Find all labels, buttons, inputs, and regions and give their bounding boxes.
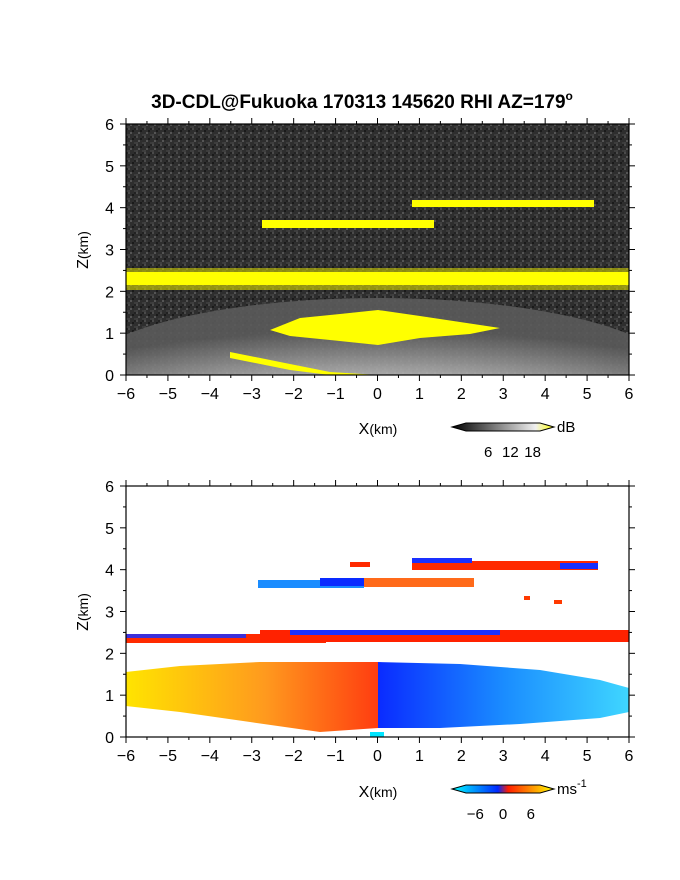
backscatter-x-label: X(km) [359,421,398,438]
backscatter-colorbar: dB 6 12 18 [450,419,575,461]
x-tick-label: 2 [457,748,466,765]
backscatter-x-axis: −6 −5 −4 −3 −2 −1 0 1 2 3 4 5 6 [117,118,634,403]
x-tick-label: −3 [243,748,261,765]
y-tick-label: 2 [105,284,114,301]
cloud-layer-4km [412,200,594,207]
colorbar-tick-label: 6 [484,444,492,461]
x-tick-label: −1 [326,386,344,403]
y-tick-label: 6 [105,117,114,134]
x-tick-label: 2 [457,386,466,403]
y-tick-label: 1 [105,688,114,705]
backscatter-y-axis: 0 1 2 3 4 5 6 [105,117,635,385]
y-tick-label: 1 [105,326,114,343]
colorbar-tick-label: 6 [527,806,535,823]
y-tick-label: 3 [105,605,114,622]
velocity-x-label: X(km) [359,784,398,801]
velocity-layer-3-6km-positive [364,578,474,587]
x-tick-label: −2 [285,386,303,403]
x-tick-label: 6 [625,386,634,403]
x-tick-label: 3 [499,386,508,403]
x-tick-label: −1 [326,748,344,765]
velocity-bl-approaching [126,662,378,732]
velocity-layer-3-6km-negative [258,580,364,588]
y-tick-label: 5 [105,521,114,538]
x-tick-label: 1 [415,748,424,765]
y-tick-label: 2 [105,646,114,663]
velocity-layer-4km [412,561,598,570]
x-tick-label: −2 [285,748,303,765]
ground-clutter-edge [230,352,378,375]
x-tick-label: 0 [373,386,382,403]
x-tick-label: 5 [583,748,592,765]
x-tick-label: 0 [373,748,382,765]
velocity-bl-receding [378,662,629,728]
y-tick-label: 3 [105,243,114,260]
velocity-colorbar: ms-1 −6 0 6 [450,778,587,823]
colorbar-tick-label: 12 [502,444,519,461]
figure-title: 3D-CDL@Fukuoka 170313 145620 RHI AZ=179o [151,89,573,113]
y-tick-label: 6 [105,479,114,496]
velocity-layer-2km-left [126,634,326,643]
y-tick-label: 0 [105,368,114,385]
x-tick-label: 1 [415,386,424,403]
y-tick-label: 5 [105,159,114,176]
colorbar-tick-label: 0 [499,806,507,823]
colorbar-tick-label: −6 [467,806,484,823]
x-tick-label: 4 [541,386,550,403]
velocity-y-axis: 0 1 2 3 4 5 6 [105,479,635,747]
aerosol-layer-2km [126,272,629,285]
backscatter-y-label: Z(km) [75,231,92,269]
backscatter-colorbar-unit: dB [557,419,575,436]
x-tick-label: −3 [243,386,261,403]
x-tick-label: −5 [159,386,177,403]
velocity-y-label: Z(km) [75,593,92,631]
y-tick-label: 4 [105,563,114,580]
x-tick-label: 4 [541,748,550,765]
y-tick-label: 0 [105,730,114,747]
x-tick-label: −6 [117,386,135,403]
colorbar-tick-label: 18 [524,444,541,461]
x-tick-label: 5 [583,386,592,403]
x-tick-label: −4 [201,386,219,403]
cloud-layer-3-6km [262,220,434,228]
x-tick-label: −4 [201,748,219,765]
y-tick-label: 4 [105,201,114,218]
near-range-echo [270,310,500,345]
x-tick-label: 6 [625,748,634,765]
x-tick-label: −5 [159,748,177,765]
velocity-x-axis: −6 −5 −4 −3 −2 −1 0 1 2 3 4 5 6 [117,480,634,765]
velocity-colorbar-unit: ms-1 [557,778,587,798]
x-tick-label: −6 [117,748,135,765]
x-tick-label: 3 [499,748,508,765]
